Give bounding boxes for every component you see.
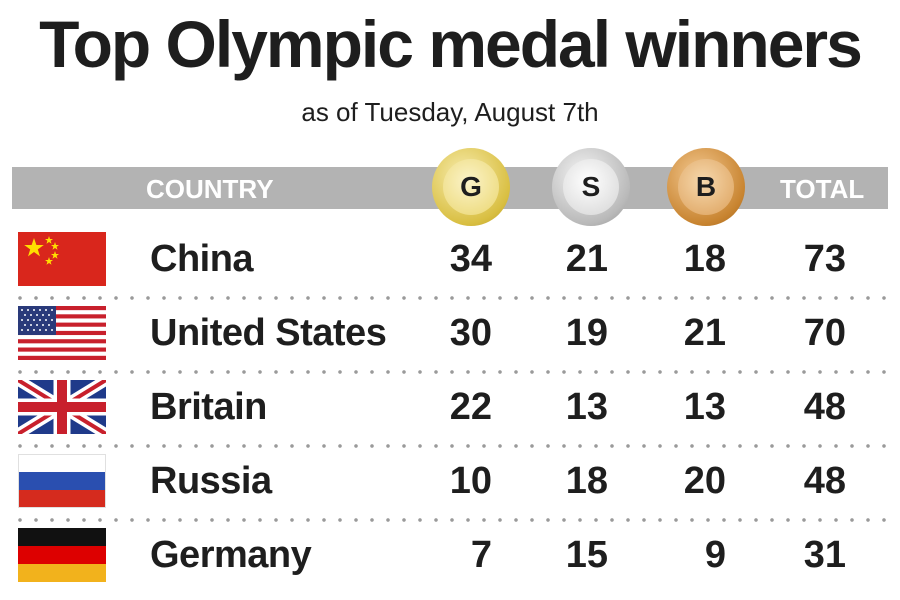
row-divider [12,296,888,300]
total-count: 70 [803,312,846,354]
column-header-total: TOTAL [780,174,865,204]
gold-medal-icon: G [432,148,510,226]
table-row: United States 30 19 21 70 [0,306,900,378]
uk-flag-icon [18,380,106,434]
silver-count: 15 [565,534,608,576]
bronze-medal-label: B [678,159,734,215]
table-row: Russia 10 18 20 48 [0,454,900,526]
gold-medal-label: G [443,159,499,215]
silver-medal-label: S [563,159,619,215]
russia-flag-icon [18,454,106,508]
row-divider [12,370,888,374]
bronze-count: 18 [683,238,726,280]
bronze-medal-icon: B [667,148,745,226]
total-count: 31 [803,534,846,576]
usa-flag-icon [18,306,106,360]
country-name: China [150,238,254,280]
silver-count: 21 [565,238,608,280]
bronze-count: 9 [704,534,726,576]
silver-count: 19 [565,312,608,354]
gold-count: 7 [470,534,492,576]
table-row: Germany 7 15 9 31 [0,528,900,600]
bronze-count: 21 [683,312,726,354]
bronze-count: 20 [683,460,726,502]
page-title: Top Olympic medal winners [39,7,863,81]
silver-medal-icon: S [552,148,630,226]
silver-count: 13 [565,386,608,428]
bronze-count: 13 [683,386,726,428]
table-row: Britain 22 13 13 48 [0,380,900,452]
row-divider [12,444,888,448]
country-name: Britain [150,386,267,428]
row-divider [12,518,888,522]
total-count: 48 [803,460,846,502]
germany-flag-icon [18,528,106,582]
gold-count: 30 [449,312,492,354]
silver-count: 18 [565,460,608,502]
page-subtitle: as of Tuesday, August 7th [301,97,599,127]
gold-count: 34 [449,238,492,280]
table-row: China 34 21 18 73 [0,232,900,304]
country-name: United States [150,312,387,354]
total-count: 48 [803,386,846,428]
country-name: Russia [150,460,272,502]
country-name: Germany [150,534,312,576]
total-count: 73 [803,238,846,280]
china-flag-icon [18,232,106,286]
column-header-country: COUNTRY [146,174,274,204]
gold-count: 22 [449,386,492,428]
gold-count: 10 [449,460,492,502]
